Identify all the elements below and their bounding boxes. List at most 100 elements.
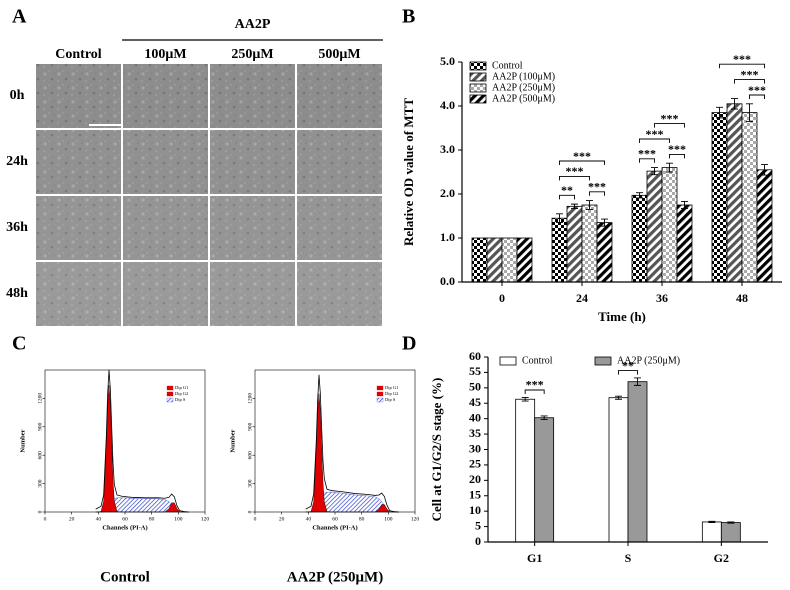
- panel-label: C: [12, 333, 26, 355]
- significance-label: ***: [638, 147, 656, 161]
- y-tick-label: 900: [37, 422, 43, 431]
- error-bar: [666, 162, 673, 173]
- legend-swatch: [376, 385, 384, 391]
- micrograph-shade: [123, 196, 208, 260]
- micrograph: [123, 130, 208, 194]
- y-tick-label: 5.0: [440, 54, 455, 68]
- legend-swatch: [469, 83, 487, 93]
- error-bar: [521, 396, 529, 402]
- bar: [501, 237, 518, 283]
- legend-label: Dip G2: [385, 391, 398, 396]
- legend-swatch: [594, 356, 612, 366]
- micrograph-shade: [210, 196, 295, 260]
- legend-label: Dip S: [385, 397, 396, 402]
- bar: [516, 237, 533, 283]
- bar: [676, 204, 693, 283]
- legend-swatch: [469, 61, 487, 71]
- y-axis-label: Number: [229, 429, 236, 452]
- significance-bracket: [654, 123, 685, 128]
- micrograph-shade: [297, 130, 382, 194]
- micrograph: [297, 130, 382, 194]
- micrograph-shade: [36, 262, 121, 326]
- micrograph-shade: [123, 130, 208, 194]
- y-tick-label: 600: [247, 451, 253, 460]
- bar: [486, 237, 503, 283]
- micrograph: [297, 262, 382, 326]
- bar: [534, 417, 555, 543]
- error-bar: [716, 106, 723, 119]
- x-tick-label: 80: [149, 516, 155, 522]
- significance-bracket: [749, 94, 765, 99]
- significance-label: ***: [668, 142, 686, 156]
- significance-bracket: [524, 389, 545, 394]
- y-axis-label: Cell at G1/G2/S stage (%): [429, 378, 444, 522]
- x-tick-label: G2: [714, 551, 729, 565]
- x-tick-label: 0: [254, 516, 257, 522]
- x-axis-label: Channels (PI-A): [102, 524, 147, 531]
- micrograph: [36, 262, 121, 326]
- y-axis-label: Relative OD value of MTT: [401, 98, 416, 246]
- y-tick-label: 1200: [37, 393, 43, 404]
- bar: [551, 217, 568, 283]
- y-axis-label: Number: [19, 429, 26, 452]
- row-label: 48h: [6, 286, 28, 301]
- panel-label: A: [12, 6, 27, 28]
- micrograph: [210, 130, 295, 194]
- significance-bracket: [559, 160, 605, 165]
- y-tick-label: 600: [37, 451, 43, 460]
- y-tick-label: 30: [469, 441, 481, 455]
- x-tick-label: 120: [201, 516, 210, 522]
- micrograph-shade: [210, 130, 295, 194]
- bar: [471, 237, 488, 283]
- y-tick-label: 3.0: [440, 142, 455, 156]
- x-tick-label: 0: [499, 291, 505, 305]
- x-tick-label: S: [625, 551, 632, 565]
- legend-swatch: [376, 397, 384, 403]
- legend-swatch: [166, 397, 174, 403]
- bar: [720, 522, 741, 543]
- column-label: 500μM: [318, 47, 360, 62]
- row-label: 24h: [6, 154, 28, 169]
- micrograph-shade: [123, 262, 208, 326]
- legend-label: Dip G1: [175, 385, 188, 390]
- micrograph: [123, 64, 208, 128]
- legend-swatch: [166, 391, 174, 397]
- micrograph: [210, 262, 295, 326]
- significance-label: ***: [646, 127, 664, 141]
- y-tick-label: 35: [469, 426, 481, 440]
- significance-bracket: [719, 63, 765, 69]
- legend-swatch: [376, 391, 384, 397]
- significance-bracket: [639, 158, 655, 163]
- error-bar: [571, 203, 578, 209]
- significance-bracket: [734, 79, 765, 84]
- histogram-area: [305, 393, 399, 513]
- error-bar: [636, 192, 643, 199]
- y-tick-label: 1.0: [440, 230, 455, 244]
- legend-swatch: [469, 72, 487, 82]
- error-bar: [540, 415, 548, 421]
- error-bar: [601, 218, 608, 227]
- significance-label: **: [622, 358, 634, 372]
- y-tick-label: 20: [469, 472, 481, 486]
- x-tick-label: 100: [384, 516, 393, 522]
- significance-label: ***: [566, 164, 584, 178]
- micrograph: [36, 196, 121, 260]
- y-tick-label: 25: [469, 457, 481, 471]
- significance-label: ***: [748, 83, 766, 97]
- bar: [756, 169, 773, 283]
- y-tick-label: 0.0: [440, 274, 455, 288]
- x-tick-label: 60: [332, 516, 338, 522]
- x-tick-label: 80: [359, 516, 365, 522]
- y-tick-label: 55: [469, 364, 481, 378]
- error-bar: [708, 520, 716, 524]
- error-bar: [556, 213, 563, 224]
- significance-label: ***: [661, 111, 679, 125]
- micrograph: [36, 130, 121, 194]
- x-tick-label: 60: [122, 516, 128, 522]
- bar: [608, 397, 629, 543]
- caption: AA2P (250μM): [287, 569, 383, 585]
- panel-label: B: [402, 6, 415, 28]
- micrograph-shade: [36, 196, 121, 260]
